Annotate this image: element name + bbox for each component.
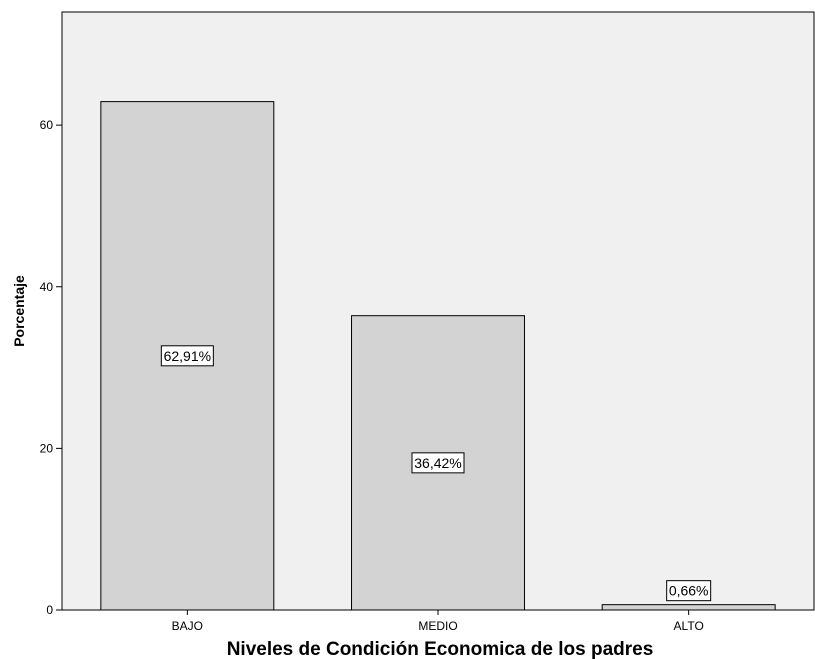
y-tick-label-3: 60	[40, 118, 54, 132]
data-label-box-alto	[666, 580, 712, 602]
y-tick-label-1: 20	[40, 441, 54, 455]
x-axis: BAJO MEDIO ALTO	[172, 610, 704, 633]
category-label-medio: MEDIO	[418, 619, 457, 633]
category-label-bajo: BAJO	[172, 619, 203, 633]
data-label-medio: 36,42%	[414, 455, 461, 471]
data-label-alto: 0,66%	[669, 583, 709, 599]
category-label-alto: ALTO	[674, 619, 704, 633]
data-label-bajo: 62,91%	[164, 348, 211, 364]
y-axis: 0 20 40 60	[40, 118, 62, 617]
data-label-box-bajo	[160, 345, 214, 367]
data-label-box-medio	[411, 452, 465, 474]
bar-alto	[601, 604, 776, 611]
x-axis-title: Niveles de Condición Economica de los pa…	[227, 639, 654, 659]
y-tick-label-0: 0	[46, 603, 53, 617]
y-tick-label-2: 40	[40, 280, 54, 294]
y-axis-title: Porcentaje	[11, 275, 27, 347]
